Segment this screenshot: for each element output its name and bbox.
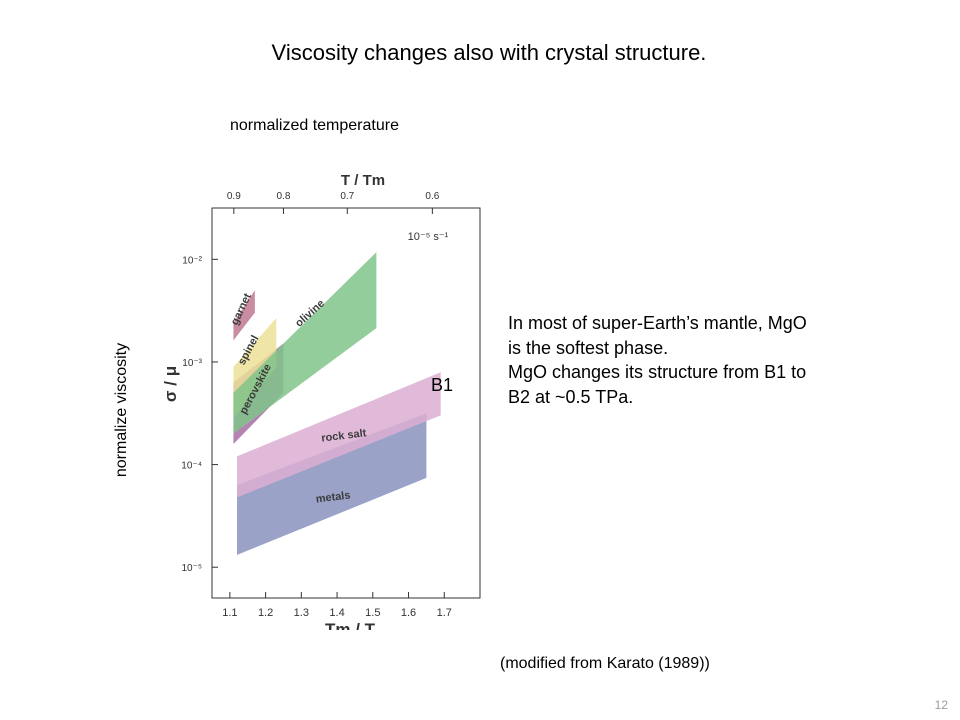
source-citation: (modified from Karato (1989)) <box>500 655 710 672</box>
y-tick-label: 10⁻² <box>182 255 202 266</box>
normalized-temperature-annotation: normalized temperature <box>230 117 399 134</box>
y-tick-label: 10⁻⁵ <box>181 563 202 574</box>
y-tick-label: 10⁻³ <box>182 358 202 369</box>
x-axis-title: Tm / T <box>325 620 376 630</box>
page-number: 12 <box>934 698 948 712</box>
x-tick-label: 1.4 <box>329 607 344 619</box>
top-axis-title: T / Tm <box>341 172 385 189</box>
b1-annotation: B1 <box>431 375 454 395</box>
body-line: B2 at ~0.5 TPa. <box>508 386 634 407</box>
x-tick-label: 1.2 <box>258 607 273 619</box>
body-line: In most of super-Earth’s mantle, MgO <box>508 313 807 333</box>
band-label-rock-salt: rock salt <box>321 427 368 444</box>
x-tick-label: 1.1 <box>222 607 237 619</box>
band-garnet <box>233 290 255 341</box>
slide-title: Viscosity changes also with crystal stru… <box>271 40 707 65</box>
body-line: is the softest phase. <box>508 337 669 358</box>
x-tick-label: 1.6 <box>401 607 416 619</box>
axis-layer: 1.1 1.2 1.3 1.4 1.5 1.6 1.7 0.9 0.8 0.7 0.6 10⁻² 10⁻… <box>181 191 452 619</box>
top-tick-label: 0.8 <box>277 191 291 202</box>
strain-rate-label: 10⁻⁵ s⁻¹ <box>408 231 449 243</box>
normalize-viscosity-annotation: normalize viscosity <box>113 342 130 478</box>
band-rock-salt <box>237 372 441 498</box>
body-line: MgO changes its structure from B1 to <box>508 362 807 382</box>
y-tick-label: 10⁻⁴ <box>181 461 202 472</box>
y-axis-title: σ / μ <box>161 366 180 402</box>
top-tick-label: 0.7 <box>340 191 354 202</box>
band-label-metals: metals <box>315 489 351 505</box>
x-tick-label: 1.5 <box>365 607 380 619</box>
band-olivine <box>233 252 377 434</box>
band-metals <box>237 413 427 555</box>
top-tick-label: 0.9 <box>227 191 241 202</box>
band-layer <box>233 252 441 555</box>
body-text: In most of super-Earth’s mantle, MgO is … <box>508 311 918 409</box>
x-tick-label: 1.3 <box>294 607 309 619</box>
x-tick-label: 1.7 <box>437 607 452 619</box>
top-tick-label: 0.6 <box>425 191 439 202</box>
